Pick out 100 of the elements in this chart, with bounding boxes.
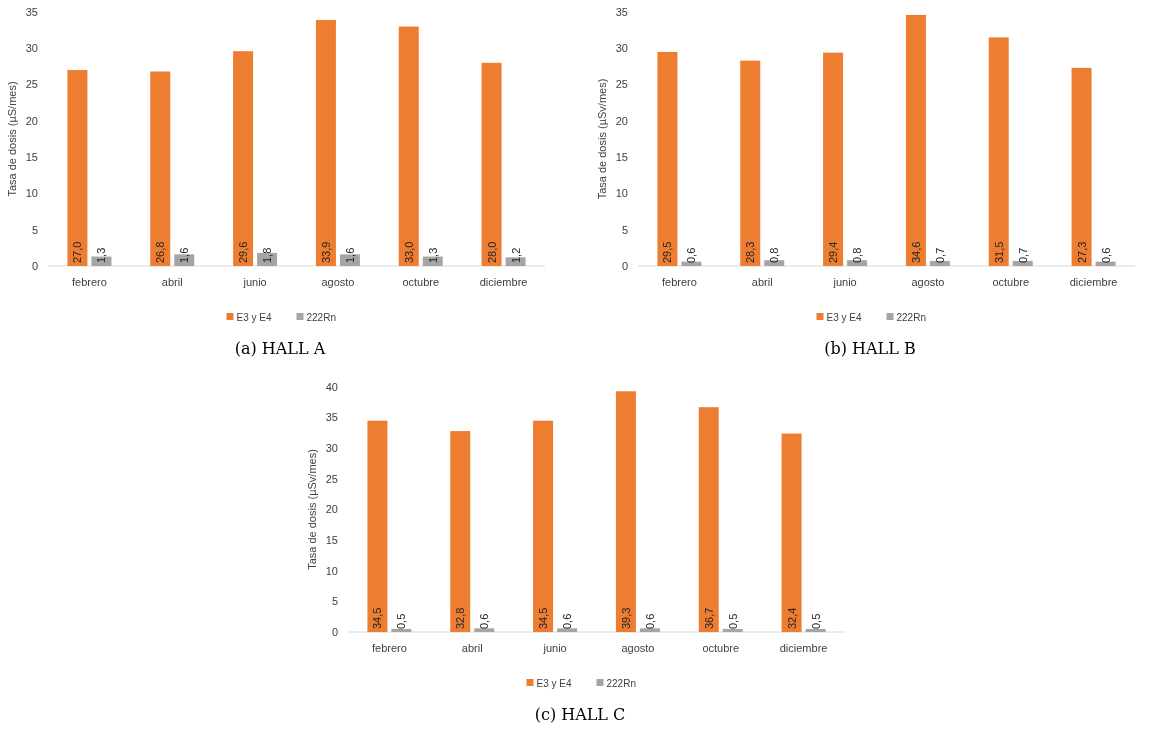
y-tick-label: 20	[615, 114, 628, 127]
x-tick-label: agosto	[621, 642, 655, 654]
y-axis-title: Tasa de dosis (µS/mes)	[6, 81, 18, 197]
y-tick-label: 30	[325, 442, 338, 455]
legend-label: 222Rn	[896, 311, 926, 323]
x-tick-label: junio	[242, 276, 267, 288]
bar	[639, 628, 660, 632]
data-label: 1,2	[509, 247, 522, 263]
bar	[533, 420, 554, 632]
bar	[67, 70, 88, 266]
bar	[391, 628, 412, 632]
data-label: 34,6	[909, 241, 922, 263]
data-label: 0,6	[685, 247, 698, 263]
data-label: 1,3	[426, 247, 439, 263]
x-tick-label: abril	[161, 276, 183, 288]
bar	[450, 431, 471, 632]
bar	[805, 628, 826, 632]
data-label: 29,6	[237, 241, 250, 263]
x-tick-label: octubre	[992, 276, 1030, 288]
y-tick-label: 40	[325, 380, 338, 393]
y-tick-label: 20	[25, 114, 38, 127]
x-tick-label: febrero	[371, 642, 407, 654]
y-axis-title: Tasa de dosis (µSv/mes)	[306, 449, 318, 570]
y-tick-label: 35	[325, 411, 338, 424]
data-label: 34,5	[371, 607, 384, 629]
bar	[698, 407, 719, 632]
data-label: 29,5	[661, 241, 674, 263]
bar	[1071, 67, 1092, 266]
x-tick-label: diciembre	[1069, 276, 1118, 288]
data-label: 1,3	[95, 247, 108, 263]
y-tick-label: 0	[331, 625, 338, 638]
data-label: 0,8	[851, 247, 864, 263]
y-tick-label: 5	[621, 223, 628, 236]
x-tick-label: diciembre	[779, 642, 828, 654]
data-label: 39,3	[619, 607, 632, 629]
data-label: 27,0	[71, 241, 84, 263]
legend-label: E3 y E4	[826, 311, 862, 323]
y-tick-label: 5	[31, 223, 38, 236]
bar	[398, 26, 419, 266]
data-label: 32,8	[454, 607, 467, 629]
y-tick-label: 15	[615, 150, 628, 163]
y-tick-label: 10	[615, 187, 628, 200]
y-tick-label: 15	[325, 533, 338, 546]
bar	[150, 71, 171, 266]
bar	[781, 433, 802, 632]
text: (a) HALL A	[234, 339, 326, 358]
y-tick-label: 5	[331, 595, 338, 608]
legend-label: E3 y E4	[536, 677, 572, 689]
data-label: 33,0	[402, 241, 415, 263]
y-tick-label: 20	[325, 503, 338, 516]
data-label: 34,5	[537, 607, 550, 629]
y-axis-title: Tasa de dosis (µSv/mes)	[596, 78, 608, 200]
data-label: 1,6	[178, 247, 191, 263]
bar	[988, 37, 1009, 266]
x-tick-label: junio	[542, 642, 567, 654]
bar	[740, 60, 761, 266]
y-tick-label: 25	[615, 78, 628, 91]
y-tick-label: 35	[25, 5, 38, 18]
bar	[722, 628, 743, 632]
bar	[657, 51, 678, 266]
y-tick-label: 30	[615, 42, 628, 55]
data-label: 29,4	[827, 241, 840, 263]
x-tick-label: octubre	[402, 276, 440, 288]
x-tick-label: abril	[751, 276, 773, 288]
y-tick-label: 30	[25, 42, 38, 55]
data-label: 36,7	[702, 607, 715, 629]
data-label: 0,6	[643, 613, 656, 629]
data-label: 28,0	[485, 241, 498, 263]
data-label: 0,7	[1016, 247, 1029, 263]
legend-label: 222Rn	[606, 677, 636, 689]
bar	[823, 52, 844, 266]
bar	[315, 19, 336, 266]
y-tick-label: 15	[25, 150, 38, 163]
data-label: 27,3	[1075, 241, 1088, 263]
x-tick-label: febrero	[661, 276, 697, 288]
data-label: 26,8	[154, 241, 167, 263]
bar	[557, 628, 578, 632]
bar	[481, 62, 502, 266]
bar	[474, 628, 495, 632]
data-label: 0,6	[1099, 247, 1112, 263]
bar	[367, 420, 388, 632]
data-label: 0,6	[561, 613, 574, 629]
x-tick-label: febrero	[71, 276, 107, 288]
data-label: 0,5	[809, 613, 822, 629]
bar	[233, 51, 254, 266]
data-label: 1,6	[343, 247, 356, 263]
text: (b) HALL B	[824, 339, 916, 358]
x-tick-label: agosto	[911, 276, 945, 288]
y-tick-label: 0	[621, 259, 628, 272]
data-label: 1,8	[261, 247, 274, 263]
data-label: 32,4	[785, 607, 798, 629]
y-tick-label: 25	[325, 472, 338, 485]
text: (c) HALL C	[534, 705, 626, 724]
data-label: 28,3	[744, 241, 757, 263]
data-label: 0,6	[478, 613, 491, 629]
data-label: 31,5	[992, 241, 1005, 263]
y-tick-label: 25	[25, 78, 38, 91]
y-tick-label: 10	[25, 187, 38, 200]
data-label: 0,8	[768, 247, 781, 263]
x-tick-label: octubre	[702, 642, 740, 654]
